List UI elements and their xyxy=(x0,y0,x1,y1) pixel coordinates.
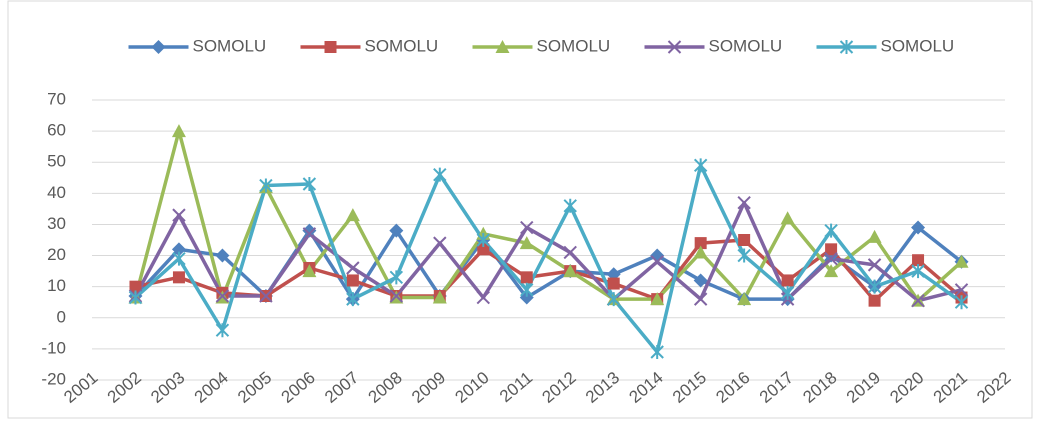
y-tick-label: 20 xyxy=(47,245,66,264)
marker xyxy=(563,198,577,213)
marker xyxy=(171,242,186,257)
legend-label: SOMOLU xyxy=(537,36,611,55)
marker xyxy=(520,282,534,297)
marker xyxy=(129,280,142,293)
marker xyxy=(607,292,621,307)
marker xyxy=(432,290,447,304)
legend-label: SOMOLU xyxy=(881,36,955,55)
marker xyxy=(780,211,795,225)
marker xyxy=(346,292,360,307)
marker xyxy=(737,248,751,263)
y-tick-label: -10 xyxy=(41,338,66,357)
marker xyxy=(128,290,143,305)
marker xyxy=(912,254,925,267)
y-tick-label: 10 xyxy=(47,276,66,295)
marker xyxy=(477,243,490,256)
series-line xyxy=(133,129,963,303)
marker xyxy=(824,264,839,278)
legend-label: SOMOLU xyxy=(709,36,783,55)
y-tick-label: 60 xyxy=(47,121,66,140)
marker xyxy=(302,177,317,191)
marker xyxy=(825,243,838,256)
marker xyxy=(151,40,166,54)
marker xyxy=(476,233,490,247)
marker xyxy=(693,292,708,306)
marker xyxy=(693,245,708,259)
marker xyxy=(867,279,882,294)
marker xyxy=(694,237,707,250)
marker xyxy=(520,271,533,284)
marker xyxy=(215,289,230,303)
legend-label: SOMOLU xyxy=(193,36,267,55)
legend-label: SOMOLU xyxy=(365,36,439,55)
marker xyxy=(302,227,317,241)
y-tick-label: 50 xyxy=(47,152,66,171)
marker xyxy=(172,208,186,222)
marker xyxy=(781,274,794,287)
marker xyxy=(389,270,404,285)
marker xyxy=(693,158,708,173)
marker xyxy=(324,41,337,53)
marker xyxy=(738,234,751,246)
marker xyxy=(346,261,360,275)
marker xyxy=(667,40,682,54)
marker xyxy=(476,290,490,305)
marker xyxy=(650,345,664,359)
marker xyxy=(824,251,838,266)
y-tick-label: -20 xyxy=(41,369,66,388)
marker xyxy=(911,220,926,235)
marker xyxy=(389,289,404,303)
marker xyxy=(302,264,317,278)
marker xyxy=(495,40,510,53)
marker xyxy=(519,236,534,250)
y-tick-label: 40 xyxy=(47,183,66,202)
chart-frame xyxy=(7,0,1033,419)
marker xyxy=(302,223,317,238)
marker xyxy=(346,274,359,287)
marker xyxy=(839,40,854,54)
marker xyxy=(867,258,882,272)
marker xyxy=(433,236,447,250)
marker xyxy=(650,292,665,306)
marker xyxy=(172,271,185,284)
marker xyxy=(911,264,925,279)
marker xyxy=(650,255,664,269)
marker xyxy=(868,294,881,307)
marker xyxy=(563,245,577,260)
y-tick-label: 30 xyxy=(47,214,66,233)
y-tick-label: 0 xyxy=(57,307,66,326)
marker xyxy=(607,277,620,290)
marker xyxy=(215,248,230,263)
marker xyxy=(954,295,969,310)
marker xyxy=(563,264,578,278)
marker xyxy=(520,220,534,235)
marker xyxy=(693,273,708,288)
marker xyxy=(433,167,447,182)
series-line xyxy=(134,163,963,354)
marker xyxy=(171,124,186,138)
marker xyxy=(389,223,404,238)
marker xyxy=(259,289,273,303)
marker xyxy=(345,208,360,222)
marker xyxy=(954,254,969,268)
marker xyxy=(780,285,795,300)
marker xyxy=(215,323,230,338)
series-line xyxy=(135,238,963,303)
marker xyxy=(867,229,882,243)
series-line xyxy=(133,200,962,303)
y-tick-label: 70 xyxy=(47,89,66,108)
marker xyxy=(824,223,838,238)
marker xyxy=(911,293,925,308)
marker xyxy=(954,283,969,297)
marker xyxy=(172,251,186,266)
marker xyxy=(259,178,273,193)
marker xyxy=(737,195,751,210)
marker xyxy=(737,292,752,306)
